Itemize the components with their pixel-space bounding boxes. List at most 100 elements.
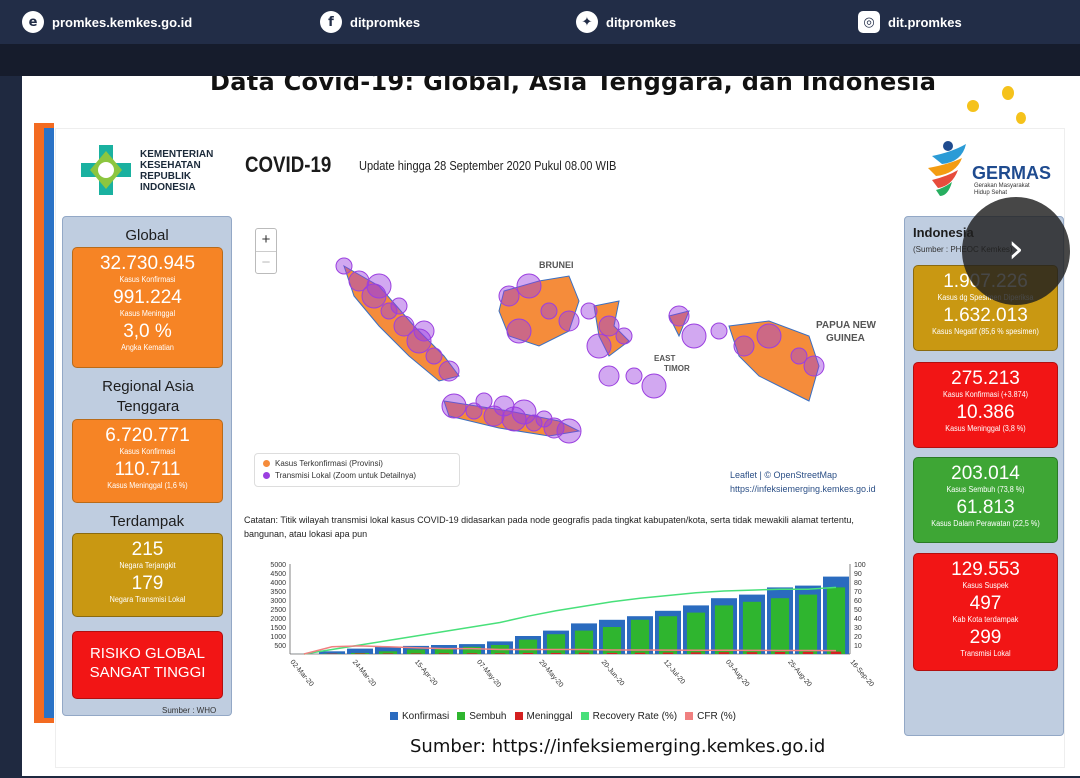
local-transmission-marker[interactable] <box>511 399 537 425</box>
recovered-bar <box>798 594 818 654</box>
y-right-tick-label: 70 <box>854 589 862 596</box>
source-url-link[interactable]: https://infeksiemerging.kemkes.go.id <box>730 484 876 494</box>
y-right-tick-label: 80 <box>854 580 862 587</box>
indonesia-map[interactable]: BRUNEI PAPUA NEW GUINEA EAST TIMOR <box>249 216 899 506</box>
recovered-bar <box>518 639 538 654</box>
id-local-label: Transmisi Lokal <box>960 649 1011 658</box>
x-tick-label: 12-Jul-20 <box>662 659 686 686</box>
local-transmission-marker[interactable] <box>390 297 408 315</box>
map-label-png-1: PAPUA NEW <box>816 320 877 331</box>
x-tick-label: 24-Mar-20 <box>351 659 377 688</box>
local-transmission-marker[interactable] <box>506 318 532 344</box>
local-transmission-marker[interactable] <box>335 257 353 275</box>
legend-swatch <box>685 712 694 720</box>
local-transmission-marker[interactable] <box>543 417 565 439</box>
death-bar <box>522 652 534 654</box>
recovered-bar <box>546 634 566 654</box>
local-transmission-marker[interactable] <box>540 302 558 320</box>
local-transmission-marker[interactable] <box>406 328 432 354</box>
local-transmission-marker[interactable] <box>475 392 493 410</box>
decor-dot <box>1016 112 1026 124</box>
local-transmission-marker[interactable] <box>366 273 392 299</box>
decor-dot <box>1002 86 1014 100</box>
map-note: Catatan: Titik wilayah transmisi lokal k… <box>244 515 854 539</box>
recovered-bar <box>686 612 706 654</box>
local-transmission-marker[interactable] <box>516 273 542 299</box>
death-bar <box>382 653 394 654</box>
x-tick-label: 07-May-20 <box>475 659 502 689</box>
recovered-bar <box>462 646 482 654</box>
global-cfr-label: Angka Kematian <box>121 343 174 352</box>
next-slide-button[interactable]: › <box>962 197 1070 305</box>
local-transmission-marker[interactable] <box>756 323 782 349</box>
facebook-icon: f <box>320 11 342 33</box>
website-link[interactable]: e promkes.kemkes.go.id <box>22 11 192 33</box>
affected-countries: 215 <box>131 539 164 560</box>
local-transmission-marker[interactable] <box>438 360 460 382</box>
local-transmission-marker[interactable] <box>380 302 398 320</box>
zoom-in-button[interactable]: + <box>256 229 276 252</box>
local-transmission-marker[interactable] <box>413 320 435 342</box>
local-transmission-marker[interactable] <box>425 347 443 365</box>
death-bar <box>690 652 702 654</box>
local-transmission-marker[interactable] <box>558 310 580 332</box>
x-tick-label: 25-Aug-20 <box>786 659 812 689</box>
id-confirmed: 275.213 <box>951 368 1020 389</box>
local-transmission-marker[interactable] <box>641 373 667 399</box>
local-transmission-marker[interactable] <box>556 418 582 444</box>
global-label: Global <box>125 227 169 244</box>
germas-title: GERMAS <box>972 163 1052 183</box>
decor-blue-bar <box>44 128 54 718</box>
legend-swatch <box>390 712 398 720</box>
local-transmission-marker[interactable] <box>598 365 620 387</box>
y-right-tick-label: 30 <box>854 625 862 632</box>
chevron-right-icon: › <box>1008 226 1024 272</box>
local-transmission-marker[interactable] <box>498 285 520 307</box>
id-treated: 61.813 <box>956 497 1015 518</box>
local-transmission-marker[interactable] <box>393 315 415 337</box>
local-transmission-marker[interactable] <box>615 327 633 345</box>
local-transmission-marker[interactable] <box>733 335 755 357</box>
zoom-out-button[interactable]: − <box>261 254 271 271</box>
y-right-tick-label: 90 <box>854 571 862 578</box>
legend-swatch <box>580 712 589 720</box>
local-transmission-marker[interactable] <box>348 270 370 292</box>
local-transmission-marker[interactable] <box>493 395 515 417</box>
dark-strip <box>0 44 1080 76</box>
local-transmission-marker[interactable] <box>790 347 808 365</box>
local-transmission-marker[interactable] <box>668 305 690 327</box>
map-islands <box>343 264 820 437</box>
local-transmission-marker[interactable] <box>586 333 612 359</box>
local-transmission-marker[interactable] <box>441 393 467 419</box>
legend-label: Sembuh <box>469 711 507 722</box>
local-transmission-marker[interactable] <box>710 322 728 340</box>
x-tick-label: 29-May-20 <box>537 659 564 689</box>
sea-deaths-label: Kasus Meninggal (1,6 %) <box>107 481 188 490</box>
leaflet-link[interactable]: Leaflet <box>730 470 758 480</box>
y-right-tick-label: 20 <box>854 634 862 641</box>
y-left-tick-label: 3000 <box>270 598 286 605</box>
local-transmission-marker[interactable] <box>681 323 707 349</box>
sea-deaths: 110.711 <box>114 459 181 480</box>
covid-trend-chart: 500 1000 1500 2000 2500 3000 3500 4000 4500 5000 1… <box>270 562 874 689</box>
global-confirmed: 32.730.945 <box>99 253 196 274</box>
confirmed-bar <box>375 646 401 654</box>
instagram-link[interactable]: ◎ dit.promkes <box>858 11 962 33</box>
death-bar <box>830 651 842 654</box>
affected-local: 179 <box>131 573 164 594</box>
local-transmission-marker[interactable] <box>803 355 825 377</box>
local-transmission-marker[interactable] <box>525 414 543 432</box>
local-transmission-marker[interactable] <box>598 315 620 337</box>
local-transmission-marker[interactable] <box>580 302 598 320</box>
y-left-tick-label: 2000 <box>270 616 286 623</box>
y-right-tick-label: 40 <box>854 616 862 623</box>
death-bar <box>746 652 758 654</box>
local-transmission-marker[interactable] <box>625 367 643 385</box>
local-transmission-marker[interactable] <box>535 410 553 428</box>
left-stats-column: Global 32.730.945 Kasus Konfirmasi 991.2… <box>62 216 232 716</box>
facebook-link[interactable]: f ditpromkes <box>320 11 420 33</box>
sea-confirmed-label: Kasus Konfirmasi <box>119 447 176 456</box>
map-label-et-2: TIMOR <box>664 364 690 373</box>
slide-title: Data Covid-19: Global, Asia Tenggara, da… <box>210 76 937 96</box>
twitter-link[interactable]: ✦ ditpromkes <box>576 11 676 33</box>
